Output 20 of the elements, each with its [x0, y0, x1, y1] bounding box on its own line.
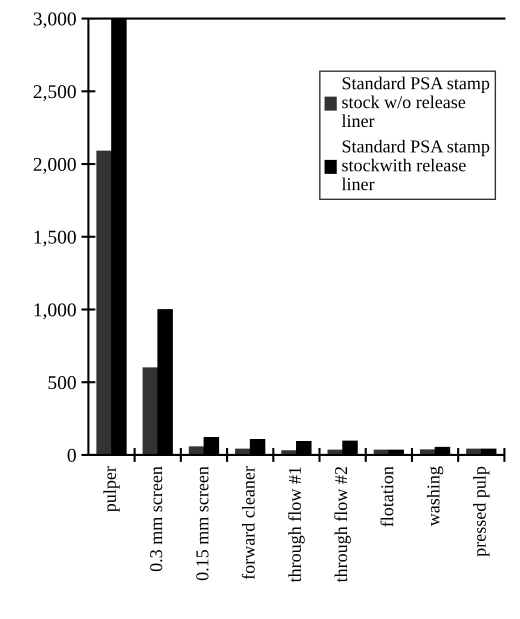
y-tick-label: 1,500 [34, 230, 76, 247]
x-tick-label: 0.3 mm screen [150, 466, 162, 572]
x-tick-label: through flow #2 [334, 467, 351, 582]
x-tick-label: pressed pulp [473, 466, 490, 557]
x-tick-label: washing [426, 466, 444, 526]
y-tick-label: 500 [48, 376, 76, 390]
legend-label: Standard PSA stamp stock w/o release liner [342, 76, 490, 128]
x-tick-label: forward cleaner [242, 466, 255, 580]
y-tick-label: 0 [68, 448, 76, 462]
y-tick-label: 3,000 [34, 12, 76, 28]
x-tick-label: pulper [103, 466, 120, 512]
bar [96, 150, 112, 455]
legend-label: Standard PSA stamp stockwith release liner [342, 140, 490, 190]
x-tick-label: through flow #1 [288, 467, 305, 582]
bar [142, 367, 158, 455]
x-tick-label: 0.15 mm screen [196, 466, 209, 580]
y-tick-label: 2,000 [34, 158, 76, 174]
y-tick-label: 1,000 [34, 303, 76, 320]
x-tick-label: flotation [380, 466, 394, 527]
y-tick-label: 2,500 [34, 85, 76, 102]
